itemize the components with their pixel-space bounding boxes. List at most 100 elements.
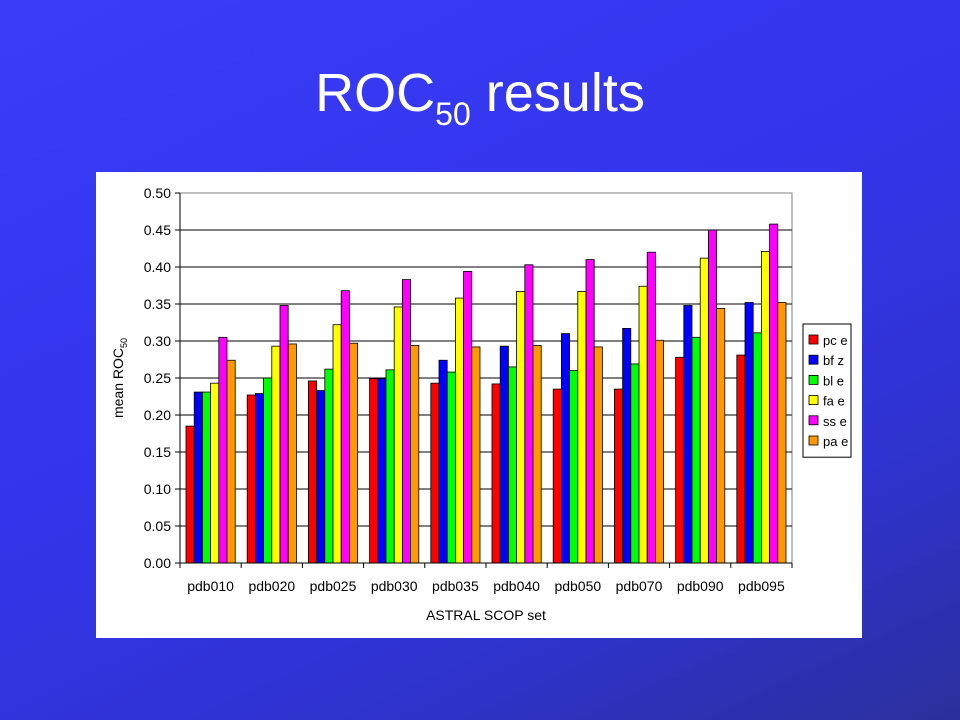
- bar-pae-pdb050: [593, 346, 603, 564]
- bar-ble-pdb020: [263, 377, 273, 564]
- chart-panel: 0.00 0.05 0.10 0.15 0.20 0.25 0.30 0.35 0.40 0.45…: [96, 172, 862, 638]
- bar-bfz-pdb050: [560, 333, 570, 564]
- bar-ble-pdb090: [691, 336, 701, 564]
- bar-pae-pdb040: [532, 345, 542, 564]
- bar-pce-pdb025: [307, 380, 317, 564]
- title-subscript: 50: [435, 96, 471, 132]
- bar-sse-pdb050: [585, 259, 595, 564]
- x-tick-label: pdb030: [371, 578, 418, 594]
- y-tick-label: 0.20: [144, 407, 171, 423]
- bar-pce-pdb010: [185, 425, 195, 564]
- bar-ble-pdb035: [446, 371, 456, 564]
- bar-bfz-pdb035: [438, 359, 448, 564]
- x-axis-title: ASTRAL SCOP set: [426, 607, 546, 623]
- bar-bfz-pdb020: [254, 393, 264, 564]
- bar-sse-pdb040: [524, 264, 534, 564]
- bar-bfz-pdb010: [193, 391, 203, 564]
- x-tick-label: pdb095: [738, 578, 785, 594]
- y-tick-label: 0.00: [144, 555, 171, 571]
- bar-bfz-pdb030: [377, 378, 387, 564]
- bar-pae-pdb090: [716, 308, 726, 564]
- bar-fae-pdb030: [393, 306, 403, 564]
- y-tick-label: 0.35: [144, 296, 171, 312]
- bar-bfz-pdb025: [316, 390, 326, 564]
- bar-fae-pdb010: [210, 382, 220, 564]
- slide-title: ROC50 results: [0, 58, 960, 135]
- y-tick-label: 0.40: [144, 259, 171, 275]
- legend-swatch: [808, 354, 819, 365]
- x-tick-label: pdb070: [616, 578, 663, 594]
- bar-pce-pdb095: [736, 354, 746, 564]
- bar-chart: 0.00 0.05 0.10 0.15 0.20 0.25 0.30 0.35 0.40 0.45…: [110, 185, 852, 623]
- bar-sse-pdb090: [708, 229, 718, 564]
- bar-sse-pdb010: [218, 336, 228, 564]
- bar-bfz-pdb040: [499, 345, 509, 564]
- bar-pae-pdb095: [777, 302, 787, 564]
- y-tick-label: 0.50: [144, 185, 171, 201]
- bar-pae-pdb025: [348, 342, 358, 564]
- bar-fae-pdb040: [516, 291, 526, 564]
- bar-ble-pdb050: [569, 370, 579, 564]
- y-tick-label: 0.10: [144, 481, 171, 497]
- x-tick-label: pdb050: [554, 578, 601, 594]
- bar-ble-pdb030: [385, 369, 395, 564]
- legend-label: fa e: [823, 394, 845, 409]
- legend-swatch: [808, 415, 819, 426]
- bar-fae-pdb070: [638, 285, 648, 564]
- bars: [185, 223, 787, 564]
- title-main: ROC: [315, 63, 436, 123]
- bar-pae-pdb035: [471, 346, 481, 564]
- axes: 0.00 0.05 0.10 0.15 0.20 0.25 0.30 0.35 0.40 0.45…: [144, 185, 793, 594]
- y-axis-title: mean ROC50: [110, 338, 129, 418]
- bar-sse-pdb030: [401, 279, 411, 564]
- x-tick-label: pdb025: [310, 578, 357, 594]
- y-tick-label: 0.25: [144, 370, 171, 386]
- bar-pce-pdb020: [246, 394, 256, 564]
- legend-swatch: [808, 435, 819, 446]
- bar-bfz-pdb090: [683, 305, 693, 564]
- bar-pce-pdb030: [369, 378, 379, 564]
- bar-ble-pdb025: [324, 368, 334, 564]
- bar-pae-pdb020: [287, 343, 297, 564]
- bar-pae-pdb070: [655, 339, 665, 564]
- legend: pc e bf z bl e fa e ss e pa e: [802, 323, 852, 458]
- bar-pce-pdb050: [552, 388, 562, 564]
- y-tick-label: 0.45: [144, 222, 171, 238]
- legend-label: pc e: [823, 333, 848, 348]
- bar-fae-pdb020: [271, 345, 281, 564]
- y-tick-label: 0.05: [144, 518, 171, 534]
- legend-label: bf z: [823, 353, 844, 368]
- x-tick-label: pdb040: [493, 578, 540, 594]
- legend-swatch: [808, 334, 819, 345]
- title-rest: results: [470, 63, 645, 123]
- y-tick-label: 0.15: [144, 444, 171, 460]
- bar-pce-pdb090: [675, 356, 685, 564]
- bar-fae-pdb050: [577, 291, 587, 564]
- bar-bfz-pdb070: [622, 328, 632, 564]
- bar-pae-pdb030: [410, 345, 420, 564]
- legend-label: ss e: [823, 414, 847, 429]
- x-tick-label: pdb090: [677, 578, 724, 594]
- bar-fae-pdb095: [761, 251, 771, 564]
- bar-fae-pdb035: [454, 297, 464, 564]
- bar-pce-pdb040: [491, 383, 501, 564]
- x-tick-label: pdb010: [187, 578, 234, 594]
- bar-fae-pdb090: [699, 257, 709, 564]
- bar-ble-pdb010: [202, 391, 212, 564]
- bar-pae-pdb010: [226, 359, 236, 564]
- bar-sse-pdb020: [279, 305, 289, 564]
- y-axis-title-subscript: 50: [119, 338, 129, 348]
- legend-swatch: [808, 374, 819, 385]
- bar-bfz-pdb095: [744, 302, 754, 564]
- bar-pce-pdb070: [614, 388, 624, 564]
- bar-sse-pdb025: [340, 290, 350, 564]
- bar-ble-pdb040: [507, 366, 517, 564]
- bar-ble-pdb095: [752, 332, 762, 564]
- legend-label: bl e: [823, 373, 844, 388]
- bar-sse-pdb095: [769, 223, 779, 564]
- y-axis-title-main: mean ROC: [110, 348, 126, 418]
- bar-ble-pdb070: [630, 363, 640, 564]
- bar-sse-pdb035: [463, 271, 473, 564]
- legend-swatch: [808, 395, 819, 406]
- bar-pce-pdb035: [430, 382, 440, 564]
